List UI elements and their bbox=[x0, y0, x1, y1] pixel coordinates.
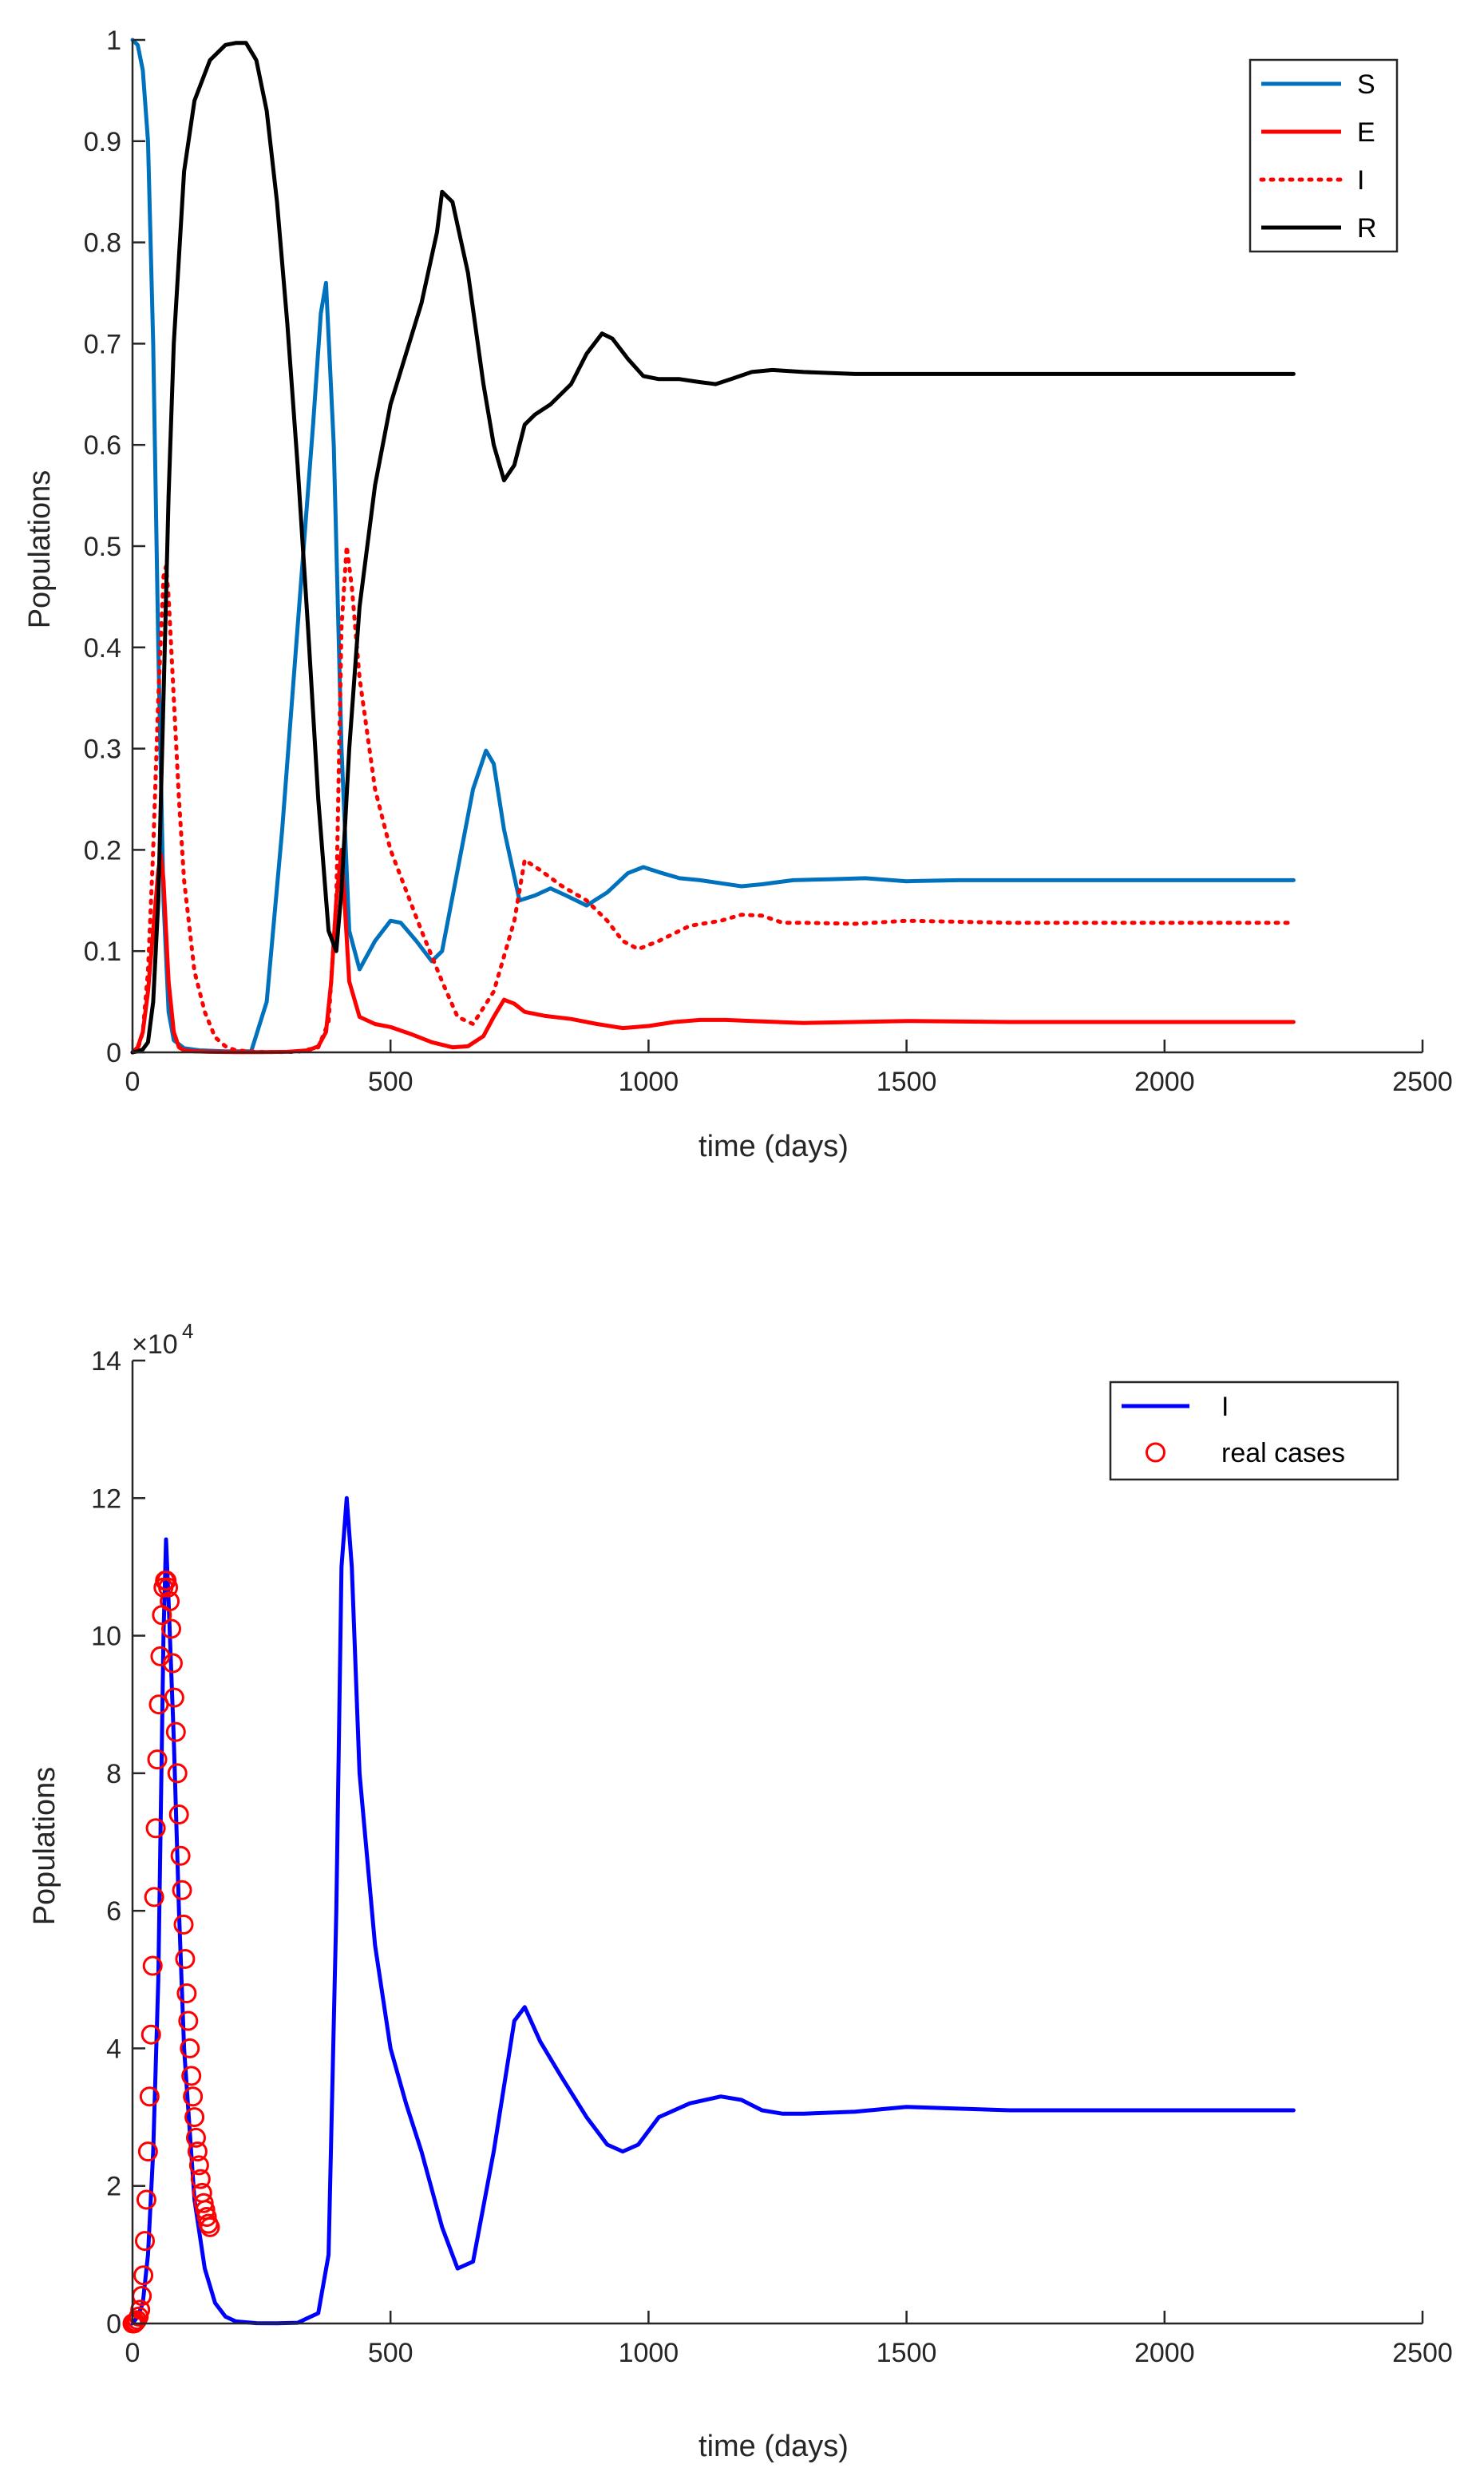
infected-y-tick-label: 6 bbox=[106, 1896, 121, 1927]
infected-series-real-cases-point bbox=[130, 2300, 151, 2320]
seir-legend-r-label: R bbox=[1357, 213, 1377, 244]
infected-y-tick-label: 10 bbox=[91, 1622, 121, 1652]
seir-legend-box bbox=[1249, 58, 1399, 253]
infected-x-axis-label: time (days) bbox=[698, 2430, 849, 2463]
infected-series-real-cases-point bbox=[140, 2024, 161, 2045]
infected-x-tick-label: 2000 bbox=[1134, 2338, 1195, 2368]
infected-series-real-cases-point bbox=[164, 1687, 184, 1708]
infected-series-real-cases-point bbox=[184, 2107, 205, 2128]
infected-series-real-cases-point bbox=[136, 2189, 156, 2210]
seir-x-tick-label: 2000 bbox=[1134, 1067, 1195, 1097]
infected-series-real-cases-point bbox=[190, 2169, 211, 2189]
infected-x-tick-label: 2500 bbox=[1392, 2338, 1453, 2368]
infected-series-real-cases-point bbox=[186, 2127, 207, 2148]
infected-series-real-cases-point bbox=[178, 2010, 199, 2031]
infected-series-real-cases-point bbox=[137, 2141, 158, 2162]
infected-series-real-cases-point bbox=[167, 1763, 188, 1784]
y-exponent-label: ×10 bbox=[132, 1329, 178, 1360]
seir-y-tick-label: 0.2 bbox=[84, 835, 121, 866]
infected-series-real-cases-point bbox=[135, 2231, 156, 2252]
infected-series-real-cases-point bbox=[142, 1955, 163, 1976]
infected-series-real-cases-point bbox=[187, 2141, 208, 2162]
infected-series-real-cases-point bbox=[144, 1887, 164, 1907]
infected-series-real-cases-point bbox=[183, 2086, 204, 2107]
infected-y-tick-label: 2 bbox=[106, 2172, 121, 2202]
y-exponent-power: 4 bbox=[182, 1319, 193, 1343]
infected-series-real-cases-point bbox=[181, 2066, 202, 2086]
infected-series-real-cases-point bbox=[158, 1577, 179, 1598]
infected-x-tick-label: 0 bbox=[125, 2338, 140, 2368]
seir-y-tick-label: 0.5 bbox=[84, 532, 121, 562]
seir-series-e-line bbox=[130, 847, 1296, 1055]
seir-y-tick-label: 0.4 bbox=[84, 633, 121, 664]
infected-series-real-cases-point bbox=[188, 2155, 209, 2176]
seir-x-tick-label: 1500 bbox=[877, 1067, 937, 1097]
infected-y-axis-label: Populations bbox=[28, 1767, 61, 1926]
seir-y-axis-label: Populations bbox=[23, 470, 57, 629]
infected-y-tick-label: 14 bbox=[91, 1346, 121, 1377]
seir-y-tick-label: 0.7 bbox=[84, 329, 121, 359]
seir-series-i-line bbox=[130, 544, 1296, 1055]
seir-x-tick-label: 2500 bbox=[1392, 1067, 1453, 1097]
infected-series-real-cases-point bbox=[176, 1983, 197, 2004]
seir-x-tick-label: 0 bbox=[125, 1067, 140, 1097]
infected-x-tick-label: 1000 bbox=[619, 2338, 679, 2368]
infected-series-real-cases-point bbox=[160, 1591, 180, 1611]
infected-y-tick-label: 0 bbox=[106, 2309, 121, 2339]
infected-series-real-cases-point bbox=[172, 1880, 192, 1900]
infected-series-real-cases-point bbox=[193, 2193, 214, 2213]
infected-series-real-cases-point bbox=[160, 1618, 181, 1639]
seir-chart: 0 500 1000 1500 2000 2500 0 0.1 0.2 0.3 0.4 0.5 0.6 0… bbox=[23, 26, 1453, 1163]
seir-x-tick-label: 1000 bbox=[619, 1067, 679, 1097]
seir-y-tick-label: 0.8 bbox=[84, 228, 121, 259]
infected-series-real-cases-point bbox=[162, 1653, 183, 1674]
infected-y-tick-label: 8 bbox=[106, 1759, 121, 1789]
infected-legend-i-label: I bbox=[1221, 1392, 1229, 1422]
seir-y-tick-label: 0 bbox=[106, 1038, 121, 1068]
seir-y-tick-label: 0.3 bbox=[84, 735, 121, 765]
seir-y-tick-label: 0.9 bbox=[84, 127, 121, 157]
infected-series-real-cases-point bbox=[133, 2265, 154, 2286]
infected-series-real-cases-point bbox=[139, 2086, 160, 2107]
infected-chart: 0 500 1000 1500 2000 2500 0 2 4 6 8 10 12 14 ×10 4 ti… bbox=[28, 1319, 1453, 2463]
seir-axes: 0 500 1000 1500 2000 2500 0 0.1 0.2 0.3 0.4 0.5 0.6 0… bbox=[84, 26, 1453, 1097]
infected-series-real-cases-point bbox=[175, 1948, 196, 1969]
seir-legend-i-label: I bbox=[1357, 165, 1364, 196]
infected-series-real-cases-point bbox=[200, 2216, 220, 2237]
seir-y-tick-label: 0.1 bbox=[84, 937, 121, 967]
infected-legend-box bbox=[1109, 1381, 1399, 1481]
infected-axes: 0 500 1000 1500 2000 2500 0 2 4 6 8 10 12 14 bbox=[91, 1346, 1453, 2368]
seir-series-r-line bbox=[130, 41, 1296, 1055]
infected-series-real-cases-point bbox=[168, 1804, 189, 1825]
infected-x-tick-label: 1500 bbox=[877, 2338, 937, 2368]
infected-legend-real-cases-marker bbox=[1146, 1442, 1165, 1463]
seir-x-tick-label: 500 bbox=[368, 1067, 414, 1097]
infected-series-real-cases-point bbox=[196, 2206, 217, 2227]
infected-y-tick-label: 12 bbox=[91, 1484, 121, 1514]
seir-y-tick-label: 0.6 bbox=[84, 430, 121, 461]
seir-x-axis-label: time (days) bbox=[698, 1130, 849, 1163]
infected-series-real-cases-point bbox=[180, 2038, 200, 2058]
seir-plot-area bbox=[130, 38, 1296, 1055]
infected-legend-real-cases-label: real cases bbox=[1221, 1438, 1345, 1468]
infected-series-real-cases-point bbox=[156, 1571, 177, 1591]
infected-series-real-cases-point bbox=[129, 2306, 149, 2327]
infected-series-real-cases-point bbox=[173, 1914, 194, 1935]
infected-series-real-cases-point bbox=[147, 1749, 168, 1770]
infected-series-real-cases-point bbox=[165, 1721, 186, 1742]
infected-series-i-line bbox=[130, 1495, 1296, 2326]
infected-y-tick-label: 4 bbox=[106, 2034, 121, 2064]
infected-series-real-cases-point bbox=[145, 1818, 166, 1839]
infected-series-real-cases-point bbox=[170, 1845, 191, 1866]
seir-legend-s-label: S bbox=[1357, 69, 1375, 100]
infected-plot-area bbox=[122, 1495, 1296, 2334]
infected-x-tick-label: 500 bbox=[368, 2338, 414, 2368]
seir-y-tick-label: 1 bbox=[106, 26, 121, 56]
seir-legend-e-label: E bbox=[1357, 117, 1375, 148]
